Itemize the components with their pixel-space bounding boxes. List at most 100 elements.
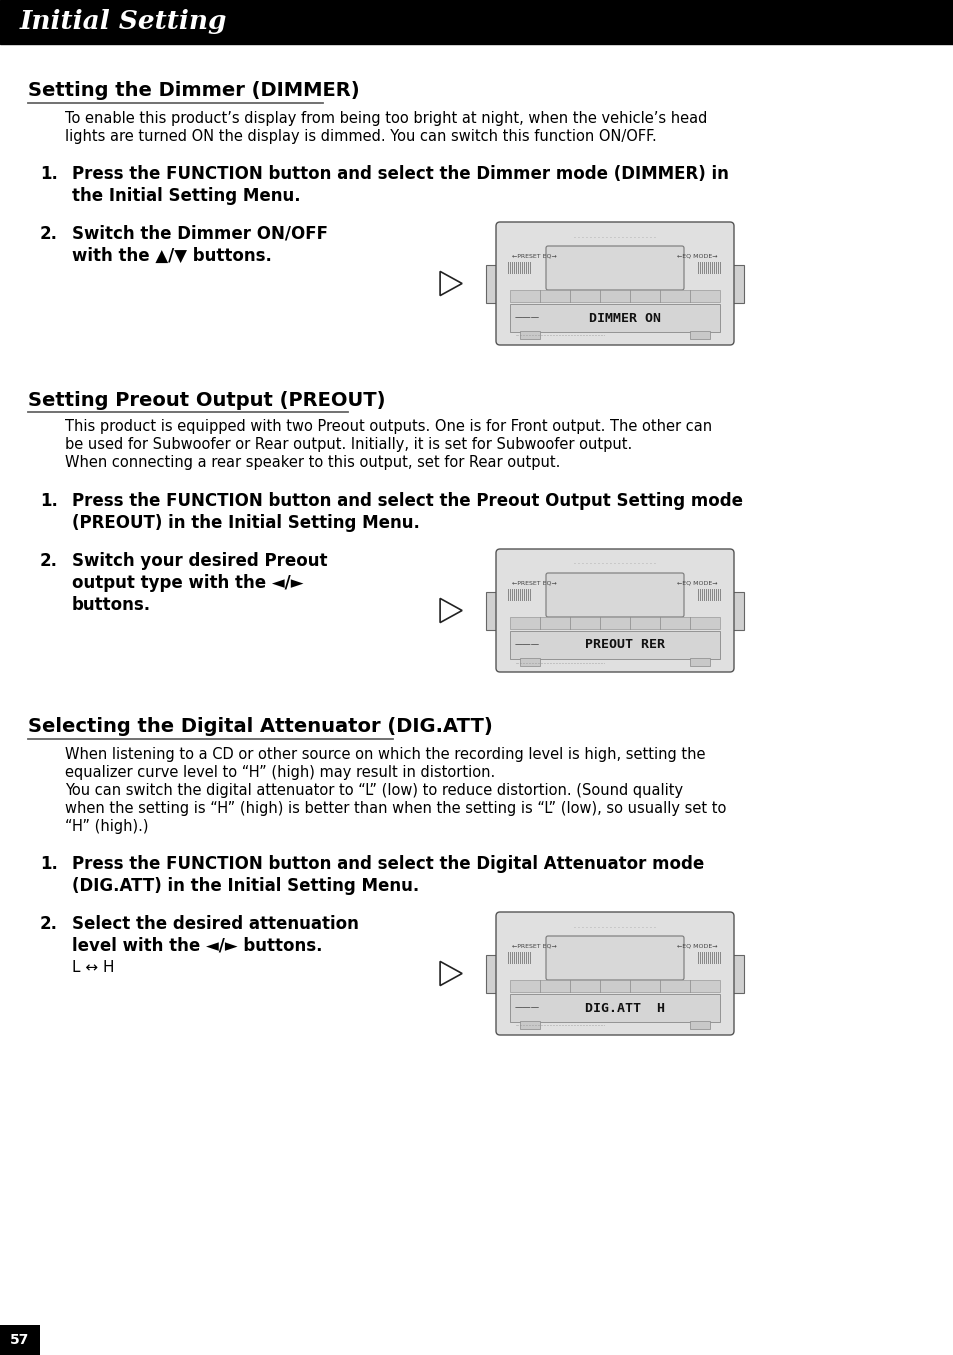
- Bar: [530, 589, 531, 602]
- Bar: [689, 1022, 709, 1028]
- Text: ←EQ MODE→: ←EQ MODE→: [677, 580, 718, 585]
- Text: 1.: 1.: [40, 165, 58, 183]
- Text: Press the FUNCTION button and select the Dimmer mode (DIMMER) in: Press the FUNCTION button and select the…: [71, 165, 728, 183]
- Text: . . . . . . . . . . . . . . . . . . . . .: . . . . . . . . . . . . . . . . . . . . …: [574, 924, 656, 928]
- Bar: [517, 589, 518, 602]
- Bar: [516, 953, 517, 963]
- Bar: [701, 953, 702, 963]
- Bar: [689, 331, 709, 339]
- Text: output type with the ◄/►: output type with the ◄/►: [71, 575, 303, 592]
- Bar: [701, 262, 702, 274]
- Bar: [703, 262, 704, 274]
- Bar: [709, 953, 710, 963]
- Text: ............................................................: ........................................…: [515, 332, 604, 337]
- Bar: [517, 262, 518, 274]
- Text: 2.: 2.: [40, 915, 58, 934]
- Text: level with the ◄/► buttons.: level with the ◄/► buttons.: [71, 938, 322, 955]
- Bar: [525, 589, 527, 602]
- Bar: [698, 262, 699, 274]
- Bar: [514, 953, 515, 963]
- Bar: [510, 290, 720, 302]
- Bar: [485, 264, 503, 302]
- Bar: [713, 589, 715, 602]
- Text: 1.: 1.: [40, 855, 58, 873]
- Bar: [703, 589, 704, 602]
- Bar: [689, 659, 709, 667]
- Text: You can switch the digital attenuator to “L” (low) to reduce distortion. (Sound : You can switch the digital attenuator to…: [65, 782, 682, 798]
- Bar: [512, 262, 513, 274]
- FancyBboxPatch shape: [545, 247, 683, 290]
- Bar: [519, 659, 539, 667]
- Bar: [517, 953, 518, 963]
- Bar: [527, 589, 529, 602]
- Bar: [525, 262, 527, 274]
- Bar: [711, 589, 713, 602]
- Text: ←PRESET EQ→: ←PRESET EQ→: [512, 253, 557, 259]
- Bar: [705, 589, 706, 602]
- Text: When listening to a CD or other source on which the recording level is high, set: When listening to a CD or other source o…: [65, 747, 705, 762]
- Bar: [510, 262, 511, 274]
- Bar: [718, 589, 719, 602]
- Bar: [707, 262, 708, 274]
- Bar: [716, 589, 717, 602]
- Bar: [716, 262, 717, 274]
- Bar: [510, 953, 511, 963]
- Bar: [507, 589, 509, 602]
- FancyBboxPatch shape: [545, 573, 683, 617]
- Bar: [530, 262, 531, 274]
- Text: ———: ———: [515, 1004, 539, 1012]
- FancyBboxPatch shape: [0, 1325, 40, 1355]
- Text: To enable this product’s display from being too bright at night, when the vehicl: To enable this product’s display from be…: [65, 111, 706, 126]
- Text: Setting Preout Output (PREOUT): Setting Preout Output (PREOUT): [28, 390, 385, 409]
- Text: ←PRESET EQ→: ←PRESET EQ→: [512, 580, 557, 585]
- Bar: [510, 631, 720, 659]
- Bar: [527, 953, 529, 963]
- Text: ............................................................: ........................................…: [515, 1023, 604, 1027]
- FancyBboxPatch shape: [496, 222, 733, 346]
- Text: Select the desired attenuation: Select the desired attenuation: [71, 915, 358, 934]
- Bar: [725, 954, 743, 992]
- Bar: [705, 262, 706, 274]
- Bar: [523, 262, 525, 274]
- Bar: [521, 953, 522, 963]
- Text: PREOUT RER: PREOUT RER: [584, 638, 664, 652]
- Bar: [711, 953, 713, 963]
- Bar: [507, 262, 509, 274]
- Polygon shape: [439, 962, 461, 985]
- Text: 57: 57: [10, 1333, 30, 1347]
- Text: L ↔ H: L ↔ H: [71, 961, 114, 976]
- Bar: [718, 953, 719, 963]
- Bar: [703, 953, 704, 963]
- Text: Selecting the Digital Attenuator (DIG.ATT): Selecting the Digital Attenuator (DIG.AT…: [28, 718, 493, 737]
- Bar: [512, 589, 513, 602]
- Bar: [516, 262, 517, 274]
- Text: 2.: 2.: [40, 551, 58, 570]
- Text: be used for Subwoofer or Rear output. Initially, it is set for Subwoofer output.: be used for Subwoofer or Rear output. In…: [65, 438, 632, 453]
- Bar: [0, 0, 953, 43]
- Text: Press the FUNCTION button and select the Preout Output Setting mode: Press the FUNCTION button and select the…: [71, 492, 742, 509]
- Text: . . . . . . . . . . . . . . . . . . . . .: . . . . . . . . . . . . . . . . . . . . …: [574, 561, 656, 565]
- Bar: [709, 589, 710, 602]
- Text: Press the FUNCTION button and select the Digital Attenuator mode: Press the FUNCTION button and select the…: [71, 855, 703, 873]
- Text: ———: ———: [515, 641, 539, 649]
- Text: with the ▲/▼ buttons.: with the ▲/▼ buttons.: [71, 247, 272, 266]
- Bar: [514, 589, 515, 602]
- Text: Switch your desired Preout: Switch your desired Preout: [71, 551, 327, 570]
- Bar: [510, 980, 720, 992]
- Bar: [510, 995, 720, 1022]
- Bar: [521, 262, 522, 274]
- Text: ———: ———: [515, 313, 539, 322]
- Bar: [519, 262, 520, 274]
- FancyBboxPatch shape: [496, 549, 733, 672]
- Bar: [519, 331, 539, 339]
- FancyBboxPatch shape: [545, 936, 683, 980]
- Bar: [725, 592, 743, 630]
- Bar: [707, 953, 708, 963]
- Bar: [485, 592, 503, 630]
- Text: the Initial Setting Menu.: the Initial Setting Menu.: [71, 187, 300, 205]
- Bar: [521, 589, 522, 602]
- Bar: [507, 953, 509, 963]
- Bar: [527, 262, 529, 274]
- Text: Setting the Dimmer (DIMMER): Setting the Dimmer (DIMMER): [28, 81, 359, 100]
- Bar: [514, 262, 515, 274]
